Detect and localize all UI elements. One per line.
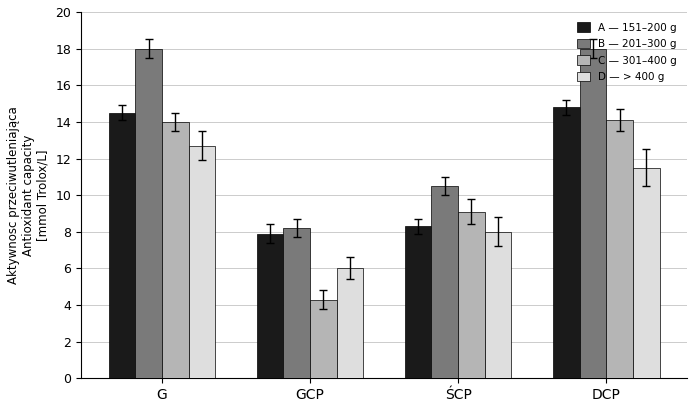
Bar [485,232,511,378]
Bar [283,228,310,378]
Bar [405,226,432,378]
Bar [310,299,337,378]
Bar [633,168,659,378]
Bar [337,268,364,378]
Bar [257,234,283,378]
Bar [189,146,215,378]
Bar [109,113,135,378]
Legend: A — 151–200 g, B — 201–300 g, C — 301–400 g, D — > 400 g: A — 151–200 g, B — 201–300 g, C — 301–40… [572,17,682,87]
Bar [458,211,485,378]
Bar [432,186,458,378]
Bar [135,49,162,378]
Bar [579,49,606,378]
Y-axis label: Aktywnosc przeciwutleniająca
Antioxidant capacity
[mmol Trolox/L]: Aktywnosc przeciwutleniająca Antioxidant… [7,106,50,284]
Bar [606,120,633,378]
Bar [162,122,189,378]
Bar [553,107,579,378]
